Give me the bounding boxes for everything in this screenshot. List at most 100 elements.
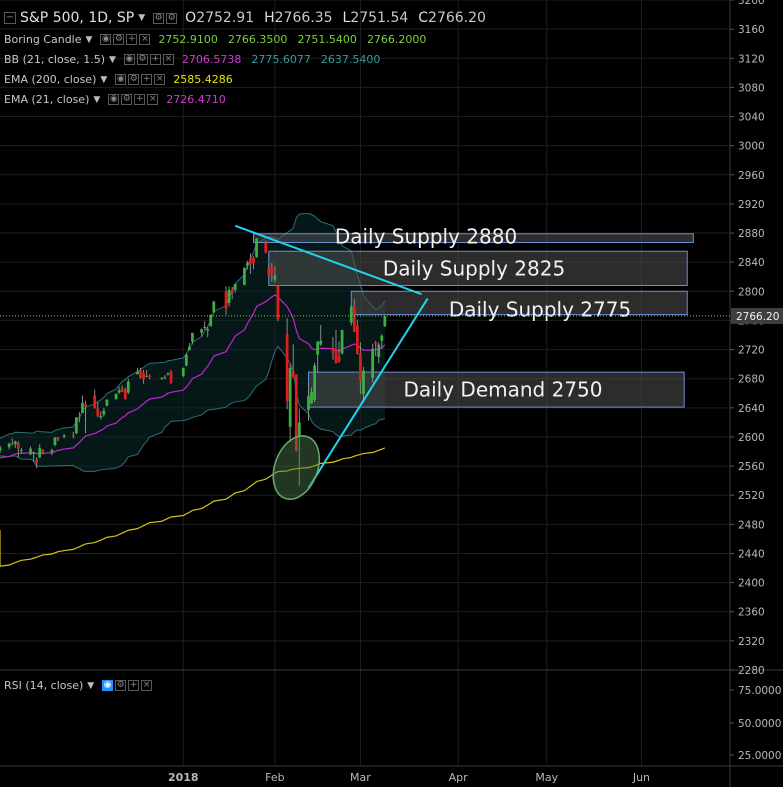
candle-body bbox=[56, 436, 60, 440]
candle-body bbox=[99, 415, 103, 418]
settings-icon[interactable]: ⚙ bbox=[136, 54, 148, 65]
indicator-toolbar: ◉ ⚙ + × bbox=[115, 74, 166, 85]
candle-body bbox=[169, 372, 173, 384]
indicator-legend: EMA (21, close) ▼ ◉ ⚙ + × 2726.4710 bbox=[4, 93, 232, 106]
chevron-down-icon[interactable]: ▼ bbox=[93, 94, 101, 105]
candle-body bbox=[242, 268, 246, 285]
eye-icon[interactable]: ◉ bbox=[100, 34, 112, 45]
y-tick-label: 3080 bbox=[738, 82, 765, 94]
candle-body bbox=[349, 306, 353, 323]
close-icon[interactable]: × bbox=[162, 54, 174, 65]
chevron-down-icon[interactable]: ▼ bbox=[100, 74, 108, 85]
add-icon[interactable]: + bbox=[134, 94, 146, 105]
settings-icon[interactable]: ⚙ bbox=[153, 12, 165, 24]
chevron-down-icon[interactable]: ▼ bbox=[87, 680, 95, 691]
indicator-name[interactable]: BB (21, close, 1.5) bbox=[4, 53, 105, 66]
zone-rect[interactable] bbox=[253, 233, 694, 244]
candle-body bbox=[191, 332, 194, 342]
candle-body bbox=[145, 375, 148, 377]
indicator-name[interactable]: EMA (200, close) bbox=[4, 73, 97, 86]
candle-body bbox=[316, 341, 320, 355]
candle-body bbox=[233, 284, 237, 290]
x-tick-label: 2018 bbox=[168, 771, 199, 784]
candle-body bbox=[50, 450, 54, 453]
candle-body bbox=[20, 450, 23, 452]
candle-body bbox=[249, 258, 252, 265]
candle-body bbox=[160, 377, 164, 379]
y-tick-label: 2400 bbox=[738, 578, 765, 590]
ohlc-low: L2751.54 bbox=[343, 10, 409, 26]
ohlc-close-label: C bbox=[418, 10, 429, 26]
rsi-label[interactable]: RSI (14, close) bbox=[4, 679, 84, 692]
y-tick-label: 2960 bbox=[738, 170, 765, 182]
gear-icon[interactable]: ⚙ bbox=[166, 12, 178, 24]
y-tick-label: 2480 bbox=[738, 519, 765, 531]
close-icon[interactable]: × bbox=[141, 680, 153, 691]
symbol-title[interactable]: S&P 500, 1D, SP bbox=[20, 10, 135, 26]
x-tick-label: Feb bbox=[265, 771, 284, 784]
indicator-value: 2766.2000 bbox=[366, 33, 427, 46]
zone-rect[interactable] bbox=[268, 250, 688, 286]
candle-body bbox=[212, 301, 216, 313]
chevron-down-icon[interactable]: ▼ bbox=[138, 13, 146, 23]
candle-body bbox=[126, 381, 130, 393]
eye-icon[interactable]: ◉ bbox=[115, 74, 127, 85]
ohlc-open: O2752.91 bbox=[185, 10, 254, 26]
collapse-icon[interactable]: − bbox=[4, 12, 16, 24]
price-tag bbox=[731, 307, 783, 324]
indicator-name[interactable]: EMA (21, close) bbox=[4, 93, 90, 106]
add-icon[interactable]: + bbox=[141, 74, 153, 85]
settings-icon[interactable]: ⚙ bbox=[128, 74, 140, 85]
candle-body bbox=[273, 275, 277, 280]
candle-body bbox=[0, 447, 2, 451]
indicator-value: 2637.5400 bbox=[320, 53, 381, 66]
trendline[interactable] bbox=[234, 224, 422, 296]
add-icon[interactable]: + bbox=[128, 680, 140, 691]
candle-body bbox=[264, 242, 268, 253]
candle-body bbox=[187, 346, 191, 351]
add-icon[interactable]: + bbox=[149, 54, 161, 65]
eye-icon[interactable]: ◉ bbox=[102, 680, 114, 691]
highlight-ellipse[interactable] bbox=[265, 429, 328, 505]
candle-body bbox=[102, 410, 106, 415]
candle-body bbox=[224, 292, 228, 309]
close-icon[interactable]: × bbox=[147, 94, 159, 105]
settings-icon[interactable]: ⚙ bbox=[115, 680, 127, 691]
chevron-down-icon[interactable]: ▼ bbox=[108, 54, 116, 65]
trendline[interactable] bbox=[307, 298, 429, 489]
ohlc-high: H2766.35 bbox=[264, 10, 332, 26]
close-icon[interactable]: × bbox=[154, 74, 166, 85]
candle-body bbox=[267, 268, 271, 276]
candle-body bbox=[377, 344, 381, 357]
indicator-value: 2775.6077 bbox=[251, 53, 311, 66]
y-tick-label: 2280 bbox=[738, 665, 765, 677]
settings-icon[interactable]: ⚙ bbox=[121, 94, 133, 105]
zone-label: Daily Supply 2825 bbox=[383, 256, 565, 280]
candle-body bbox=[62, 435, 66, 437]
zone-rect[interactable] bbox=[350, 290, 688, 316]
zone-label: Daily Supply 2880 bbox=[335, 225, 517, 249]
settings-icon[interactable]: ⚙ bbox=[113, 34, 125, 45]
y-tick-label: 2600 bbox=[738, 432, 765, 444]
ohlc-low-label: L bbox=[342, 10, 351, 26]
indicator-name[interactable]: Boring Candle bbox=[4, 33, 82, 46]
candle-body bbox=[276, 285, 280, 319]
candle-body bbox=[371, 348, 375, 378]
candle-body bbox=[78, 417, 81, 419]
candle-body bbox=[181, 367, 185, 376]
candle-body bbox=[71, 434, 75, 437]
candle-body bbox=[29, 448, 32, 455]
add-icon[interactable]: + bbox=[126, 34, 138, 45]
y-tick-label: 2920 bbox=[738, 199, 765, 211]
ohlc-close: C2766.20 bbox=[418, 10, 486, 26]
rsi-legend: RSI (14, close) ▼ ◉ ⚙ + × bbox=[4, 679, 156, 692]
close-icon[interactable]: × bbox=[139, 34, 151, 45]
candle-body bbox=[209, 314, 213, 327]
y-tick-label: 3000 bbox=[738, 141, 765, 153]
eye-icon[interactable]: ◉ bbox=[108, 94, 120, 105]
eye-icon[interactable]: ◉ bbox=[123, 54, 135, 65]
y-tick-label: 2320 bbox=[738, 636, 765, 648]
chevron-down-icon[interactable]: ▼ bbox=[85, 34, 93, 45]
